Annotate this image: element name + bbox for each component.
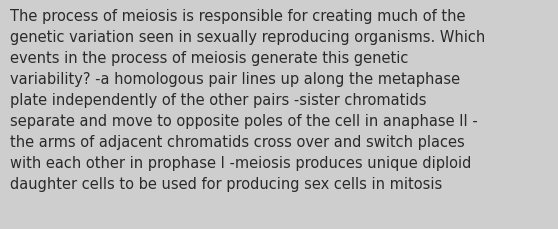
Text: The process of meiosis is responsible for creating much of the
genetic variation: The process of meiosis is responsible fo…	[10, 9, 485, 191]
